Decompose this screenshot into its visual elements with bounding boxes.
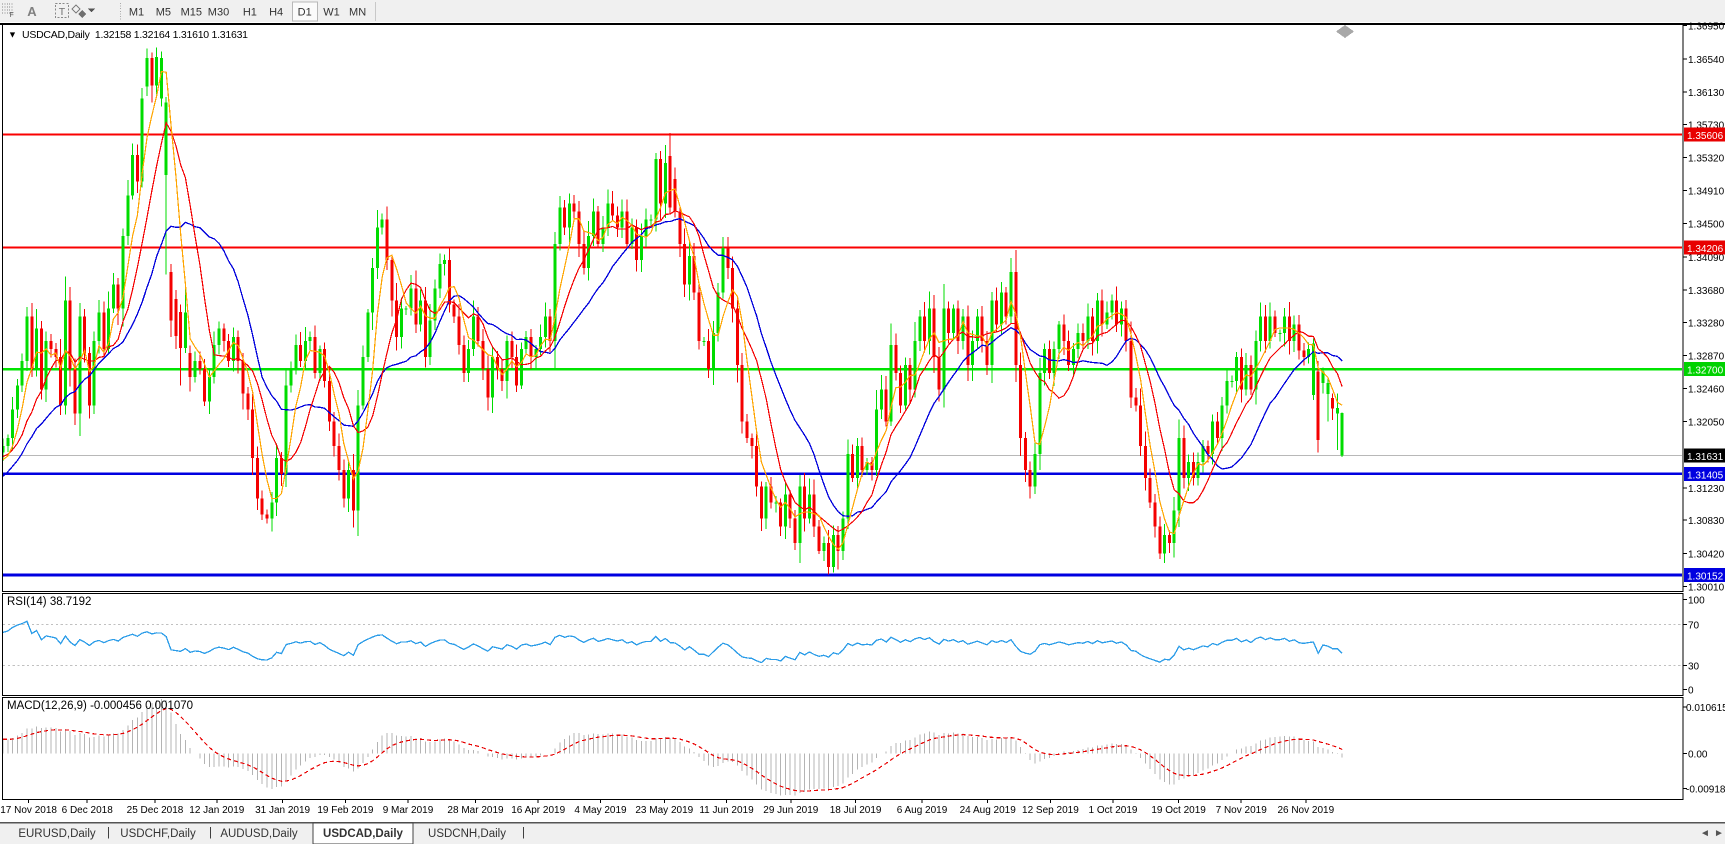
svg-text:|: |	[209, 827, 212, 839]
svg-text:M30: M30	[208, 7, 229, 19]
svg-text:H4: H4	[269, 7, 283, 19]
svg-text:M15: M15	[181, 7, 202, 19]
svg-text:USDCAD,Daily: USDCAD,Daily	[323, 828, 403, 840]
svg-text:1.32700: 1.32700	[1687, 366, 1724, 377]
svg-text:MN: MN	[349, 7, 366, 19]
svg-text:1.33680: 1.33680	[1688, 286, 1725, 297]
svg-text:RSI(14) 38.7192: RSI(14) 38.7192	[7, 596, 91, 608]
svg-text:1.34090: 1.34090	[1688, 253, 1725, 264]
svg-text:100: 100	[1688, 595, 1705, 606]
svg-text:H1: H1	[243, 7, 257, 19]
svg-text:28 Mar 2019: 28 Mar 2019	[447, 805, 504, 816]
svg-text:1.35606: 1.35606	[1687, 131, 1724, 142]
svg-text:►: ►	[1714, 828, 1724, 839]
svg-text:1.34206: 1.34206	[1687, 244, 1724, 255]
svg-text:1.30420: 1.30420	[1688, 549, 1725, 560]
svg-text:12 Sep 2019: 12 Sep 2019	[1022, 805, 1079, 816]
svg-text:6 Dec 2018: 6 Dec 2018	[62, 805, 114, 816]
svg-text:D1: D1	[298, 7, 312, 19]
svg-text:F: F	[10, 12, 14, 19]
svg-text:M1: M1	[129, 7, 144, 19]
svg-text:1.30152: 1.30152	[1687, 572, 1724, 583]
svg-text:1.30010: 1.30010	[1688, 583, 1725, 594]
svg-text:30: 30	[1688, 662, 1700, 673]
svg-text:1.32050: 1.32050	[1688, 418, 1725, 429]
svg-text:4 May 2019: 4 May 2019	[574, 805, 627, 816]
svg-text:12 Jan 2019: 12 Jan 2019	[189, 805, 244, 816]
svg-text:29 Jun 2019: 29 Jun 2019	[763, 805, 818, 816]
svg-text:1.36950: 1.36950	[1688, 22, 1725, 33]
svg-text:23 May 2019: 23 May 2019	[635, 805, 693, 816]
svg-text:1.34500: 1.34500	[1688, 220, 1725, 231]
svg-text:USDCHF,Daily: USDCHF,Daily	[120, 828, 196, 840]
svg-text:MACD(12,26,9) -0.000456 0.0010: MACD(12,26,9) -0.000456 0.001070	[7, 700, 193, 712]
svg-text:16 Apr 2019: 16 Apr 2019	[511, 805, 565, 816]
svg-text:7 Nov 2019: 7 Nov 2019	[1216, 805, 1268, 816]
svg-text:19 Oct 2019: 19 Oct 2019	[1151, 805, 1206, 816]
svg-text:AUDUSD,Daily: AUDUSD,Daily	[220, 828, 298, 840]
svg-text:25 Dec 2018: 25 Dec 2018	[127, 805, 184, 816]
svg-text:1.36130: 1.36130	[1688, 88, 1725, 99]
svg-text:24 Aug 2019: 24 Aug 2019	[960, 805, 1017, 816]
svg-text:◄: ◄	[1700, 828, 1710, 839]
svg-text:70: 70	[1688, 620, 1700, 631]
svg-text:A: A	[27, 4, 37, 19]
svg-text:1.34910: 1.34910	[1688, 187, 1725, 198]
svg-text:USDCAD,Daily 1.32158 1.32164: USDCAD,Daily 1.32158 1.32164 1.31610 1.3…	[22, 29, 248, 41]
svg-text:-0.0091818: -0.0091818	[1686, 785, 1725, 796]
svg-text:0.0106151: 0.0106151	[1686, 703, 1725, 714]
svg-text:T: T	[59, 6, 66, 18]
svg-text:19 Feb 2019: 19 Feb 2019	[317, 805, 374, 816]
svg-text:18 Jul 2019: 18 Jul 2019	[830, 805, 882, 816]
svg-text:1.32460: 1.32460	[1688, 385, 1725, 396]
svg-text:M5: M5	[156, 7, 171, 19]
svg-text:11 Jun 2019: 11 Jun 2019	[699, 805, 754, 816]
svg-text:1.35320: 1.35320	[1688, 153, 1725, 164]
svg-text:EURUSD,Daily: EURUSD,Daily	[18, 828, 96, 840]
svg-text:1.30830: 1.30830	[1688, 516, 1725, 527]
svg-text:31 Jan 2019: 31 Jan 2019	[255, 805, 310, 816]
svg-text:26 Nov 2019: 26 Nov 2019	[1277, 805, 1334, 816]
svg-text:1.36540: 1.36540	[1688, 55, 1725, 66]
svg-text:1.35730: 1.35730	[1688, 120, 1725, 131]
svg-text:6 Aug 2019: 6 Aug 2019	[897, 805, 948, 816]
svg-text:0.00: 0.00	[1688, 749, 1708, 760]
svg-text:▼: ▼	[8, 30, 17, 40]
svg-text:17 Nov 2018: 17 Nov 2018	[0, 805, 57, 816]
svg-text:|: |	[107, 827, 110, 839]
svg-text:|: |	[522, 827, 525, 839]
svg-text:1.31405: 1.31405	[1687, 470, 1724, 481]
svg-text:W1: W1	[323, 7, 340, 19]
svg-text:9 Mar 2019: 9 Mar 2019	[383, 805, 434, 816]
svg-text:1 Oct 2019: 1 Oct 2019	[1089, 805, 1138, 816]
svg-text:0: 0	[1688, 685, 1694, 696]
svg-text:USDCNH,Daily: USDCNH,Daily	[428, 828, 506, 840]
svg-text:1.32870: 1.32870	[1688, 351, 1725, 362]
svg-text:1.33280: 1.33280	[1688, 318, 1725, 329]
svg-text:1.31230: 1.31230	[1688, 484, 1725, 495]
svg-text:1.31631: 1.31631	[1687, 452, 1724, 463]
